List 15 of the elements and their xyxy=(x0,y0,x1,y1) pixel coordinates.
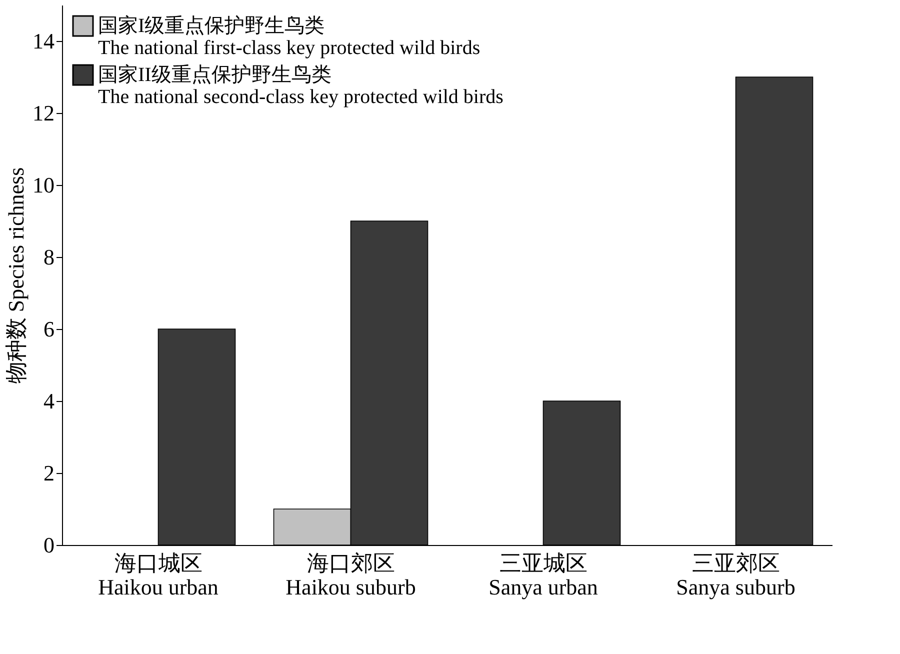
y-tick-label: 0 xyxy=(44,532,54,558)
legend-label: 国家II级重点保护野生鸟类 The national second-class key protected wild birds xyxy=(98,64,504,108)
y-tick-label: 12 xyxy=(32,100,54,126)
y-tick-label: 8 xyxy=(44,244,54,270)
x-tick-label: 海口郊区 Haikou suburb xyxy=(286,550,416,600)
y-tick-label: 6 xyxy=(44,316,54,342)
y-tick-label: 10 xyxy=(32,172,54,198)
y-tick-label: 4 xyxy=(44,388,54,414)
x-tick-label: 三亚城区 Sanya urban xyxy=(488,550,598,600)
y-tick-label: 2 xyxy=(44,460,54,486)
x-tick-label: 海口城区 Haikou urban xyxy=(98,550,218,600)
y-tick-label: 14 xyxy=(32,28,54,54)
legend-label: 国家I级重点保护野生鸟类 The national first-class key protected wild birds xyxy=(98,15,480,59)
y-axis-title: 物种数 Species richness xyxy=(4,167,28,384)
x-tick-label: 三亚郊区 Sanya suburb xyxy=(676,550,796,600)
